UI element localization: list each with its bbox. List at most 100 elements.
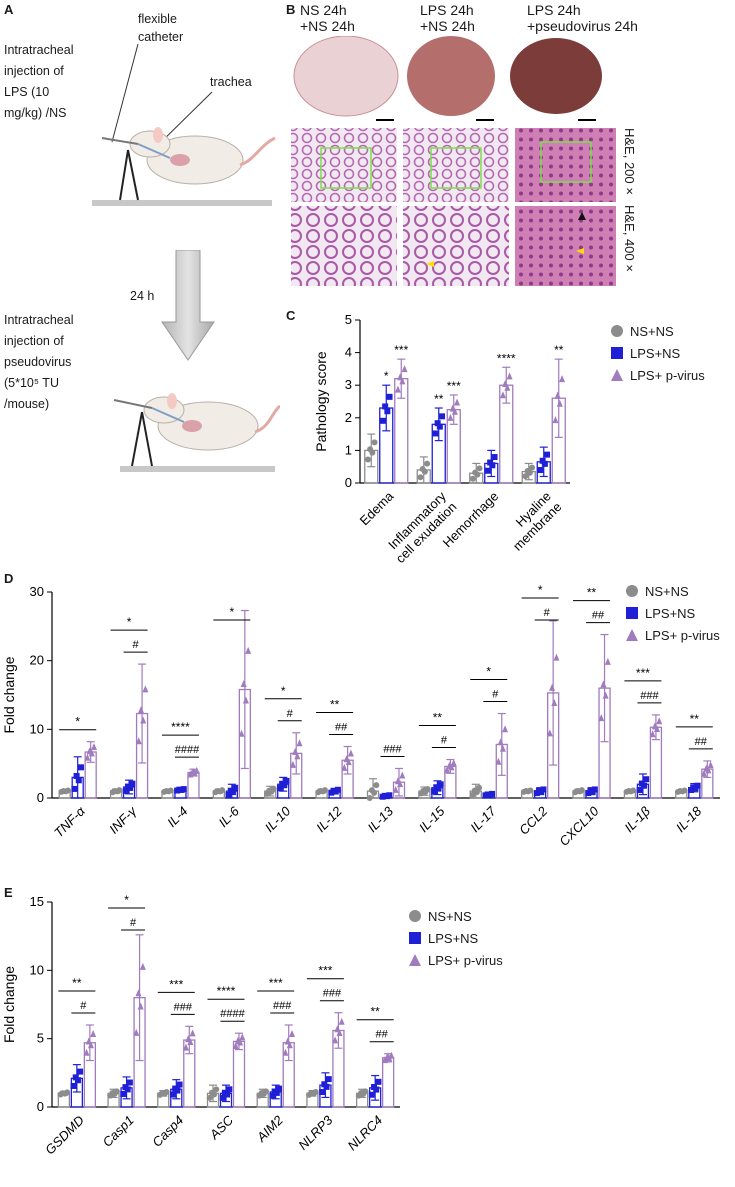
data-point xyxy=(180,786,187,793)
step2-text: Intratracheal injection of pseudovirus (… xyxy=(4,310,104,415)
data-point xyxy=(368,1091,375,1098)
x-tick-label-line: IL-17 xyxy=(467,803,499,835)
data-point xyxy=(113,1088,120,1095)
legend-label: LPS+ p-virus xyxy=(645,627,720,643)
y-tick-label: 30 xyxy=(30,584,44,599)
data-point xyxy=(439,413,446,420)
significance-label: *** xyxy=(269,976,283,990)
data-point xyxy=(289,760,296,768)
he-400x-lps xyxy=(403,206,509,286)
data-point xyxy=(598,714,605,722)
data-point xyxy=(174,1087,181,1094)
row-label-400x: H&E, 400× xyxy=(622,205,637,276)
he-400x-ns xyxy=(291,206,397,286)
data-point xyxy=(379,417,386,424)
data-point xyxy=(167,787,174,794)
data-point xyxy=(87,1041,94,1049)
significance-label: ** xyxy=(690,712,700,726)
significance-label: ## xyxy=(695,736,708,748)
he-400x-pvirus xyxy=(515,206,616,286)
data-point xyxy=(237,1038,244,1046)
data-point xyxy=(364,456,371,463)
he-200x-pvirus xyxy=(515,128,616,202)
significance-label: # xyxy=(130,917,137,929)
data-point xyxy=(373,1086,380,1093)
data-point xyxy=(338,1017,345,1025)
y-tick-label: 20 xyxy=(30,653,44,668)
data-point xyxy=(239,1033,246,1041)
data-point xyxy=(476,465,483,472)
bar xyxy=(381,1057,395,1108)
data-point xyxy=(495,757,502,765)
data-point xyxy=(656,717,663,725)
y-tick-label: 0 xyxy=(37,1099,44,1114)
circle-marker-icon xyxy=(409,910,421,922)
condition-header-2: LPS 24h +NS 24h xyxy=(420,2,475,34)
square-marker-icon xyxy=(611,347,623,359)
significance-label: ### xyxy=(273,1000,292,1012)
significance-label: *** xyxy=(447,379,461,393)
data-point xyxy=(553,653,560,661)
x-tick-label-line: IL-4 xyxy=(164,804,190,830)
data-point xyxy=(206,1094,213,1101)
data-point xyxy=(347,749,354,757)
condition-line: +NS 24h xyxy=(420,18,475,34)
significance-label: # xyxy=(441,735,448,747)
data-point xyxy=(90,742,97,750)
data-point xyxy=(334,786,341,793)
data-point xyxy=(321,787,328,794)
data-point xyxy=(591,786,598,793)
data-point xyxy=(211,1091,218,1098)
significance-label: # xyxy=(287,708,294,720)
data-point xyxy=(213,1086,220,1093)
legend-label: NS+NS xyxy=(630,323,674,339)
legend-label: LPS+NS xyxy=(630,345,681,361)
x-tick-label-line: Casp4 xyxy=(149,1113,186,1150)
panel-label-b: B xyxy=(286,2,296,17)
x-tick-label-line: CXCL10 xyxy=(556,803,602,849)
data-point xyxy=(469,475,476,482)
significance-label: **** xyxy=(217,984,236,998)
data-point xyxy=(604,657,611,665)
data-point xyxy=(476,784,483,791)
data-point xyxy=(641,782,648,789)
data-point xyxy=(245,646,252,654)
data-point xyxy=(701,769,708,777)
data-point xyxy=(182,1043,189,1051)
y-tick-label: 3 xyxy=(345,377,352,392)
significance-label: *** xyxy=(318,964,332,978)
data-point xyxy=(388,1051,395,1059)
data-point xyxy=(447,413,454,421)
interval-label: 24 h xyxy=(130,289,155,303)
step1-line: Intratracheal xyxy=(4,43,74,57)
data-point xyxy=(417,474,424,481)
x-tick-label: INF-γ xyxy=(106,802,140,836)
data-point xyxy=(369,449,376,456)
square-marker-icon xyxy=(626,607,638,619)
lung-photo-pvirus xyxy=(510,38,602,114)
data-point xyxy=(371,789,378,796)
data-point xyxy=(292,747,299,755)
y-tick-label: 4 xyxy=(345,345,352,360)
data-point xyxy=(319,1089,326,1096)
data-point xyxy=(522,473,529,480)
data-point xyxy=(70,1082,77,1089)
x-tick-label: IL-18 xyxy=(673,803,705,835)
data-point xyxy=(401,365,408,373)
data-point xyxy=(552,416,559,424)
data-point xyxy=(341,763,348,771)
data-point xyxy=(499,744,506,752)
data-point xyxy=(273,1089,280,1096)
data-point xyxy=(556,399,563,407)
data-point xyxy=(437,781,444,788)
data-point xyxy=(133,1028,140,1036)
data-point xyxy=(294,752,301,760)
data-point xyxy=(444,766,451,774)
data-point xyxy=(289,1030,296,1038)
data-point xyxy=(630,787,637,794)
significance-label: *** xyxy=(169,977,183,991)
data-point xyxy=(506,372,513,380)
